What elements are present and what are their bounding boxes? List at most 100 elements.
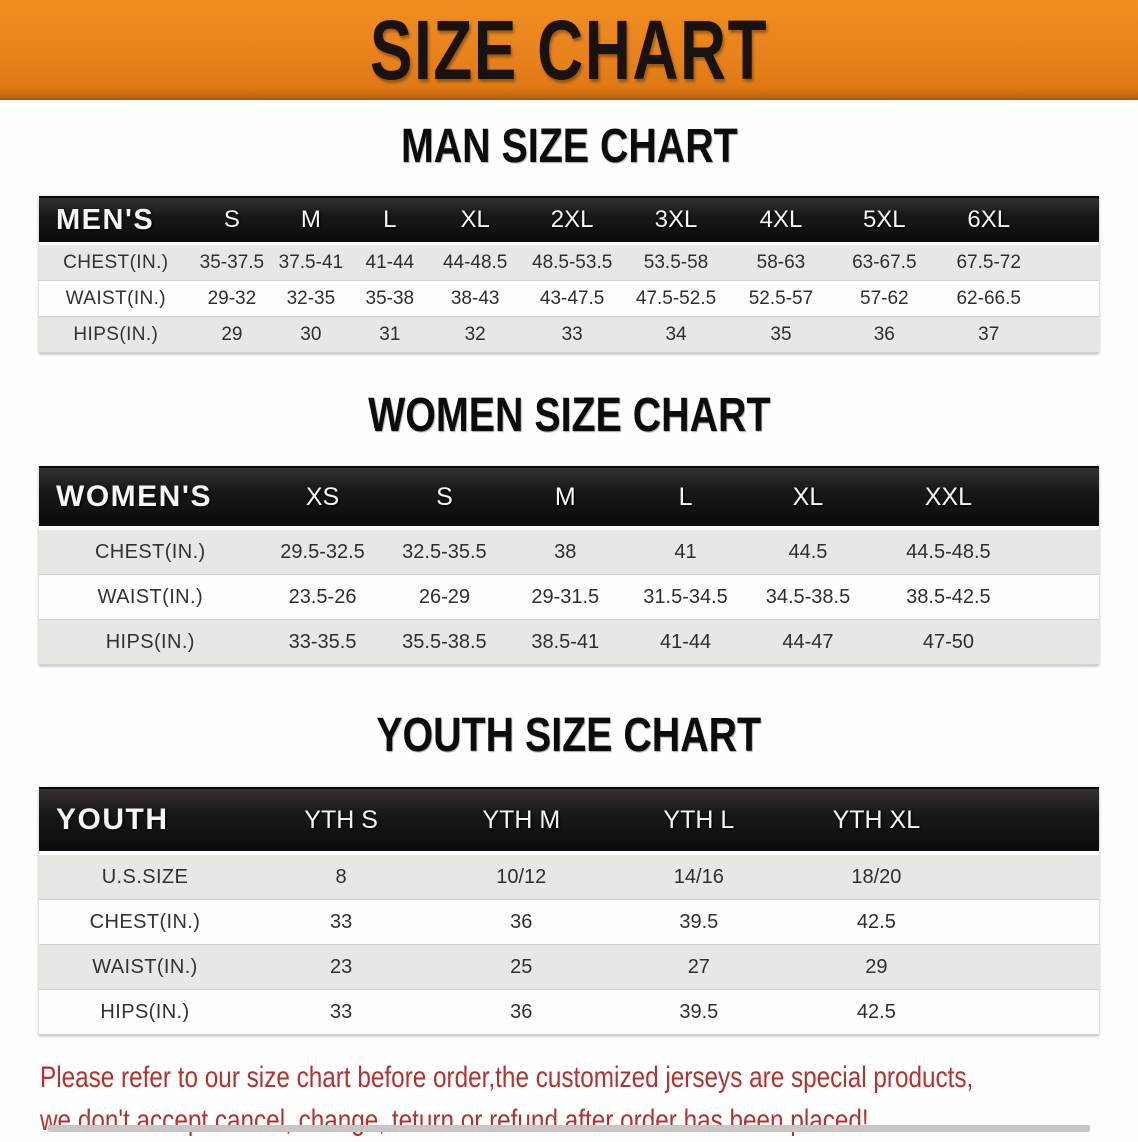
men-column-header: 2XL xyxy=(521,196,624,245)
size-value-cell: 53.5-58 xyxy=(623,243,730,281)
size-value-cell: 10/12 xyxy=(431,853,612,900)
youth-hips-row: HIPS(IN.) 33 36 39.5 42.5 xyxy=(39,989,1099,1035)
size-value-cell: 29-32 xyxy=(192,280,272,317)
row-label: HIPS(IN.) xyxy=(39,989,251,1035)
spacer-cell xyxy=(1041,316,1099,353)
size-value-cell: 42.5 xyxy=(786,989,967,1035)
men-header-row: MEN'S S M L XL 2XL 3XL 4XL 5XL 6XL xyxy=(39,196,1099,245)
size-value-cell: 47.5-52.5 xyxy=(623,280,730,317)
youth-waist-row: WAIST(IN.) 23 25 27 29 xyxy=(39,944,1099,990)
spacer-cell xyxy=(966,944,1099,990)
size-value-cell: 41-44 xyxy=(350,243,430,281)
size-value-cell: 32 xyxy=(429,316,522,353)
size-value-cell: 34.5-38.5 xyxy=(745,574,870,620)
men-column-header: 4XL xyxy=(729,196,833,245)
women-chest-row: CHEST(IN.) 29.5-32.5 32.5-35.5 38 41 44.… xyxy=(39,528,1099,575)
row-label: WAIST(IN.) xyxy=(39,280,193,317)
row-label: HIPS(IN.) xyxy=(39,619,262,665)
men-column-header: 3XL xyxy=(623,196,730,245)
youth-section-heading: YOUTH SIZE CHART xyxy=(0,709,1138,763)
women-waist-row: WAIST(IN.) 23.5-26 26-29 29-31.5 31.5-34… xyxy=(39,574,1099,620)
size-value-cell: 27 xyxy=(611,944,787,990)
size-value-cell: 35-38 xyxy=(350,280,430,317)
size-value-cell: 32-35 xyxy=(271,280,351,317)
row-label: CHEST(IN.) xyxy=(39,899,251,945)
men-column-header: XL xyxy=(429,196,522,245)
men-column-header: S xyxy=(192,196,272,245)
women-size-table: WOMEN'S XS S M L XL XXL CHEST(IN.) 29.5-… xyxy=(39,466,1099,665)
size-value-cell: 23 xyxy=(251,944,432,990)
youth-column-header: YTH L xyxy=(611,787,787,855)
spacer-cell xyxy=(966,787,1099,855)
size-value-cell: 42.5 xyxy=(786,899,967,945)
women-header-row: WOMEN'S XS S M L XL XXL xyxy=(39,466,1099,530)
size-value-cell: 58-63 xyxy=(729,243,833,281)
size-value-cell: 35 xyxy=(729,316,833,353)
youth-column-header: YTH M xyxy=(431,787,612,855)
size-value-cell: 39.5 xyxy=(611,899,787,945)
size-value-cell: 39.5 xyxy=(611,989,787,1035)
youth-corner-label: YOUTH xyxy=(39,787,251,855)
spacer-cell xyxy=(1041,243,1099,281)
row-label: WAIST(IN.) xyxy=(39,574,262,620)
size-value-cell: 37 xyxy=(935,316,1042,353)
youth-column-header: YTH XL xyxy=(786,787,967,855)
size-value-cell: 33 xyxy=(251,899,432,945)
disclaimer-line-2: we don't accept cancel, change, teturn o… xyxy=(40,1104,869,1137)
size-value-cell: 57-62 xyxy=(832,280,936,317)
youth-ussize-row: U.S.SIZE 8 10/12 14/16 18/20 xyxy=(39,853,1099,900)
men-column-header: L xyxy=(350,196,430,245)
size-value-cell: 44.5-48.5 xyxy=(869,528,1027,575)
size-value-cell: 52.5-57 xyxy=(729,280,833,317)
men-column-header: 5XL xyxy=(832,196,936,245)
row-label: WAIST(IN.) xyxy=(39,944,251,990)
size-value-cell: 35-37.5 xyxy=(192,243,272,281)
disclaimer-line-1: Please refer to our size chart before or… xyxy=(40,1061,974,1094)
men-column-header: 6XL xyxy=(935,196,1042,245)
size-value-cell: 36 xyxy=(431,899,612,945)
size-value-cell: 33 xyxy=(521,316,624,353)
youth-column-header: YTH S xyxy=(251,787,432,855)
size-value-cell: 29-31.5 xyxy=(505,574,626,620)
spacer-cell xyxy=(1041,280,1099,317)
size-value-cell: 18/20 xyxy=(786,853,967,900)
size-value-cell: 35.5-38.5 xyxy=(383,619,506,665)
size-value-cell: 37.5-41 xyxy=(271,243,351,281)
size-value-cell: 30 xyxy=(271,316,351,353)
size-value-cell: 48.5-53.5 xyxy=(521,243,624,281)
men-hips-row: HIPS(IN.) 29 30 31 32 33 34 35 36 37 xyxy=(39,316,1099,353)
youth-size-table: YOUTH YTH S YTH M YTH L YTH XL U.S.SIZE … xyxy=(39,787,1099,1035)
size-value-cell: 44-47 xyxy=(745,619,870,665)
size-value-cell: 26-29 xyxy=(383,574,506,620)
women-column-header: XXL xyxy=(869,466,1027,530)
spacer-cell xyxy=(966,899,1099,945)
men-corner-label: MEN'S xyxy=(39,196,193,245)
men-section-heading: MAN SIZE CHART xyxy=(0,120,1138,174)
size-chart-banner: SIZE CHART xyxy=(0,0,1138,100)
size-value-cell: 23.5-26 xyxy=(261,574,384,620)
women-column-header: XL xyxy=(745,466,870,530)
men-chest-row: CHEST(IN.) 35-37.5 37.5-41 41-44 44-48.5… xyxy=(39,243,1099,281)
size-value-cell: 33-35.5 xyxy=(261,619,384,665)
women-heading-text: WOMEN SIZE CHART xyxy=(367,389,771,442)
size-chart-title: SIZE CHART xyxy=(369,2,769,97)
men-heading-text: MAN SIZE CHART xyxy=(400,120,738,173)
women-section-heading: WOMEN SIZE CHART xyxy=(0,389,1138,443)
men-waist-row: WAIST(IN.) 29-32 32-35 35-38 38-43 43-47… xyxy=(39,280,1099,317)
spacer-cell xyxy=(1026,528,1099,575)
size-value-cell: 25 xyxy=(431,944,612,990)
size-value-cell: 67.5-72 xyxy=(935,243,1042,281)
men-column-header: M xyxy=(271,196,351,245)
size-value-cell: 29 xyxy=(786,944,967,990)
row-label: U.S.SIZE xyxy=(39,853,251,900)
youth-header-row: YOUTH YTH S YTH M YTH L YTH XL xyxy=(39,787,1099,855)
size-value-cell: 38-43 xyxy=(429,280,522,317)
women-table-wrap: WOMEN'S XS S M L XL XXL CHEST(IN.) 29.5-… xyxy=(39,466,1099,665)
size-value-cell: 62-66.5 xyxy=(935,280,1042,317)
women-corner-label: WOMEN'S xyxy=(39,466,262,530)
size-value-cell: 38.5-41 xyxy=(505,619,626,665)
spacer-cell xyxy=(1026,466,1099,530)
size-value-cell: 41-44 xyxy=(625,619,746,665)
spacer-cell xyxy=(966,853,1099,900)
youth-table-wrap: YOUTH YTH S YTH M YTH L YTH XL U.S.SIZE … xyxy=(39,787,1099,1035)
